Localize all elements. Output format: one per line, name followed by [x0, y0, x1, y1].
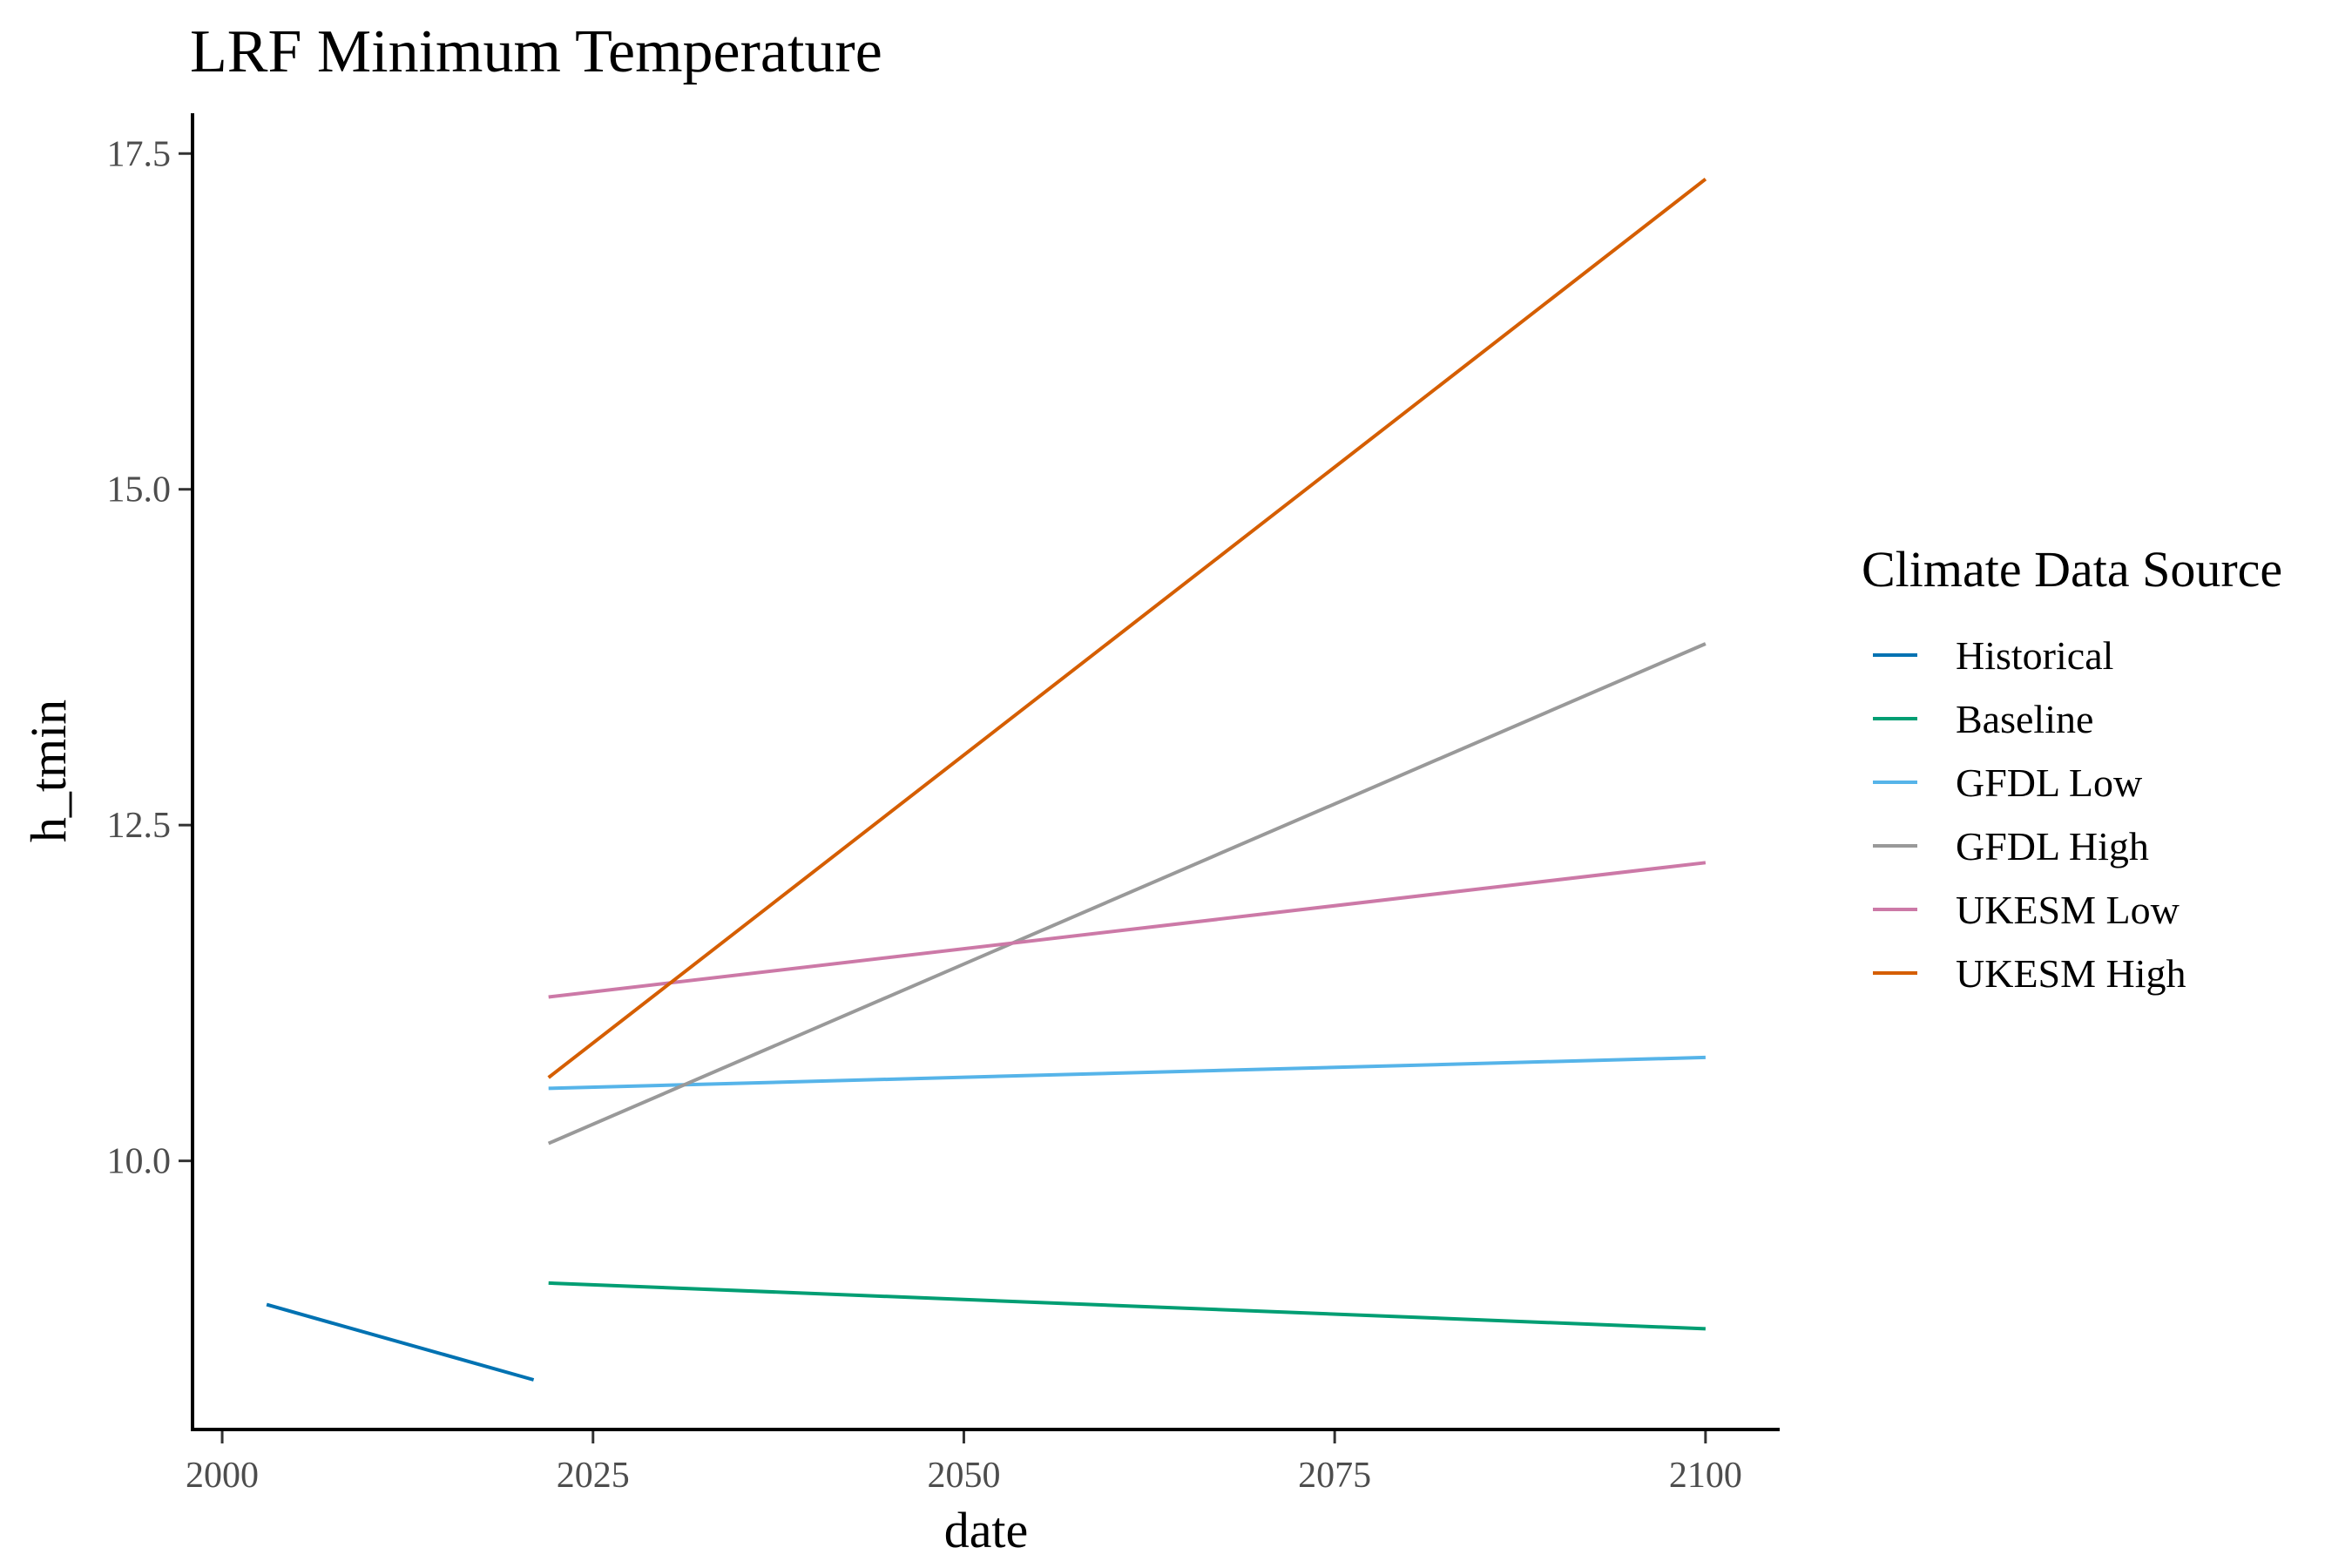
- x-tick-label: 2025: [557, 1456, 630, 1496]
- legend-item-gfdl-low: GFDL Low: [1873, 760, 2143, 805]
- series-line-ukesm-low: [548, 861, 1707, 999]
- y-axis-ticks: 10.0 12.5 15.0 17.5: [107, 134, 191, 1182]
- y-tick-label: 12.5: [107, 806, 172, 846]
- x-axis-title: date: [944, 1502, 1029, 1558]
- x-tick-label: 2100: [1669, 1456, 1742, 1496]
- y-tick-label: 15.0: [107, 470, 172, 510]
- legend-items: Historical Baseline GFDL Low GFDL High UKESM…: [1873, 633, 2186, 996]
- y-axis-title: h_tmin: [20, 700, 77, 842]
- x-tick-label: 2050: [927, 1456, 1000, 1496]
- y-tick-label: 17.5: [107, 134, 172, 174]
- series-line-baseline: [548, 1281, 1706, 1331]
- legend: Climate Data Source Historical Baseline GF…: [1862, 541, 2282, 996]
- series-line-ukesm-high: [547, 178, 1707, 1079]
- legend-title: Climate Data Source: [1862, 541, 2282, 598]
- series-line-historical: [266, 1302, 535, 1382]
- x-tick-label: 2075: [1298, 1456, 1371, 1496]
- legend-label: GFDL Low: [1956, 760, 2143, 805]
- legend-item-baseline: Baseline: [1873, 697, 2093, 741]
- chart-title: LRF Minimum Temperature: [190, 18, 882, 85]
- plot-area: [266, 178, 1707, 1382]
- legend-label: UKESM High: [1956, 951, 2186, 996]
- legend-label: Baseline: [1956, 697, 2093, 741]
- legend-label: UKESM Low: [1956, 888, 2180, 932]
- legend-label: Historical: [1956, 633, 2113, 678]
- x-tick-label: 2000: [186, 1456, 259, 1496]
- legend-label: GFDL High: [1956, 824, 2149, 868]
- legend-item-ukesm-low: UKESM Low: [1873, 888, 2180, 932]
- legend-item-gfdl-high: GFDL High: [1873, 824, 2149, 868]
- series-line-gfdl-high: [547, 642, 1707, 1146]
- legend-item-ukesm-high: UKESM High: [1873, 951, 2186, 996]
- y-tick-label: 10.0: [107, 1142, 172, 1182]
- x-axis-ticks: 2000 2025 2050 2075 2100: [186, 1431, 1742, 1496]
- legend-item-historical: Historical: [1873, 633, 2113, 678]
- series-line-gfdl-low: [548, 1055, 1706, 1091]
